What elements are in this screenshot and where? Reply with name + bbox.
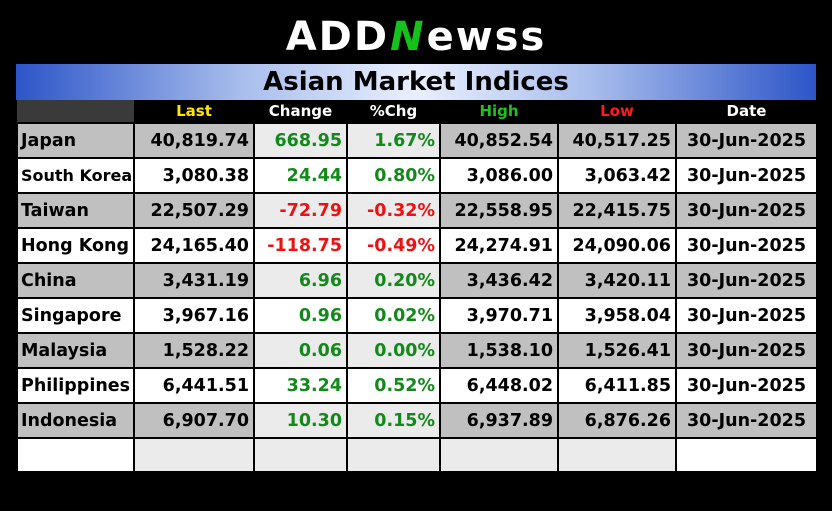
change-value-cell: 0.96 bbox=[253, 297, 348, 334]
table-row: Malaysia 1,528.22 0.06 0.00% 1,538.10 1,526.4… bbox=[16, 332, 818, 369]
date-cell: 30-Jun-2025 bbox=[675, 402, 818, 439]
table-row: Hong Kong 24,165.40 -118.75 -0.49% 24,274.91… bbox=[16, 227, 818, 264]
column-header-change: Change bbox=[254, 100, 347, 123]
column-header-last: Last bbox=[134, 100, 254, 123]
high-value-cell: 24,274.91 bbox=[439, 227, 559, 264]
table-row: Singapore 3,967.16 0.96 0.02% 3,970.71 3,958.… bbox=[16, 297, 818, 334]
table-row: South Korea 3,080.38 24.44 0.80% 3,086.00 3,0… bbox=[16, 157, 818, 194]
change-value-cell: -118.75 bbox=[253, 227, 348, 264]
low-value-cell: 3,420.11 bbox=[557, 262, 677, 299]
low-value-cell: 24,090.06 bbox=[557, 227, 677, 264]
empty-row bbox=[16, 437, 818, 473]
date-cell: 30-Jun-2025 bbox=[675, 262, 818, 299]
change-value-cell: 6.96 bbox=[253, 262, 348, 299]
pct-change-cell: 0.02% bbox=[346, 297, 441, 334]
low-value-cell: 6,876.26 bbox=[557, 402, 677, 439]
table-row: China 3,431.19 6.96 0.20% 3,436.42 3,420.11 30… bbox=[16, 262, 818, 299]
index-name-cell: Malaysia bbox=[16, 332, 135, 369]
header-corner bbox=[17, 100, 134, 123]
high-value-cell: 3,436.42 bbox=[439, 262, 559, 299]
indices-table: Last Change %Chg High Low Date Japan 40,8… bbox=[16, 100, 818, 473]
date-cell: 30-Jun-2025 bbox=[675, 157, 818, 194]
change-value-cell: 0.06 bbox=[253, 332, 348, 369]
pct-change-cell: 0.52% bbox=[346, 367, 441, 404]
last-value-cell: 3,080.38 bbox=[133, 157, 255, 194]
high-value-cell: 3,970.71 bbox=[439, 297, 559, 334]
pct-change-cell: 0.00% bbox=[346, 332, 441, 369]
column-header-pct-change: %Chg bbox=[347, 100, 440, 123]
high-value-cell: 6,448.02 bbox=[439, 367, 559, 404]
logo-text-ewss: ewss bbox=[426, 14, 547, 60]
low-value-cell: 6,411.85 bbox=[557, 367, 677, 404]
index-name-cell: South Korea bbox=[16, 157, 135, 194]
high-value-cell: 22,558.95 bbox=[439, 192, 559, 229]
table-body: Japan 40,819.74 668.95 1.67% 40,852.54 40,517… bbox=[16, 122, 818, 473]
column-header-date: Date bbox=[676, 100, 817, 123]
index-name-cell: Philippines bbox=[16, 367, 135, 404]
empty-cell bbox=[675, 437, 818, 473]
column-header-low: Low bbox=[558, 100, 676, 123]
high-value-cell: 40,852.54 bbox=[439, 122, 559, 159]
last-value-cell: 1,528.22 bbox=[133, 332, 255, 369]
last-value-cell: 6,441.51 bbox=[133, 367, 255, 404]
date-cell: 30-Jun-2025 bbox=[675, 367, 818, 404]
pct-change-cell: 0.80% bbox=[346, 157, 441, 194]
change-value-cell: 10.30 bbox=[253, 402, 348, 439]
pct-change-cell: 1.67% bbox=[346, 122, 441, 159]
low-value-cell: 3,958.04 bbox=[557, 297, 677, 334]
title-bar: Asian Market Indices bbox=[16, 64, 816, 100]
change-value-cell: 668.95 bbox=[253, 122, 348, 159]
empty-cell bbox=[133, 437, 255, 473]
empty-cell bbox=[16, 437, 135, 473]
index-name-cell: Hong Kong bbox=[16, 227, 135, 264]
empty-cell bbox=[439, 437, 559, 473]
empty-cell bbox=[253, 437, 348, 473]
pct-change-cell: -0.32% bbox=[346, 192, 441, 229]
low-value-cell: 1,526.41 bbox=[557, 332, 677, 369]
last-value-cell: 3,967.16 bbox=[133, 297, 255, 334]
table-row: Japan 40,819.74 668.95 1.67% 40,852.54 40,517… bbox=[16, 122, 818, 159]
last-value-cell: 24,165.40 bbox=[133, 227, 255, 264]
pct-change-cell: -0.49% bbox=[346, 227, 441, 264]
empty-cell bbox=[346, 437, 441, 473]
low-value-cell: 40,517.25 bbox=[557, 122, 677, 159]
logo-text-add: ADD bbox=[285, 14, 390, 60]
last-value-cell: 6,907.70 bbox=[133, 402, 255, 439]
change-value-cell: 33.24 bbox=[253, 367, 348, 404]
pct-change-cell: 0.15% bbox=[346, 402, 441, 439]
table-row: Philippines 6,441.51 33.24 0.52% 6,448.02 6,4… bbox=[16, 367, 818, 404]
index-name-cell: China bbox=[16, 262, 135, 299]
index-name-cell: Singapore bbox=[16, 297, 135, 334]
change-value-cell: 24.44 bbox=[253, 157, 348, 194]
empty-cell bbox=[557, 437, 677, 473]
pct-change-cell: 0.20% bbox=[346, 262, 441, 299]
date-cell: 30-Jun-2025 bbox=[675, 332, 818, 369]
date-cell: 30-Jun-2025 bbox=[675, 122, 818, 159]
column-header-high: High bbox=[440, 100, 558, 123]
index-name-cell: Indonesia bbox=[16, 402, 135, 439]
page-title: Asian Market Indices bbox=[263, 67, 569, 97]
last-value-cell: 22,507.29 bbox=[133, 192, 255, 229]
change-value-cell: -72.79 bbox=[253, 192, 348, 229]
date-cell: 30-Jun-2025 bbox=[675, 227, 818, 264]
high-value-cell: 6,937.89 bbox=[439, 402, 559, 439]
high-value-cell: 3,086.00 bbox=[439, 157, 559, 194]
index-name-cell: Japan bbox=[16, 122, 135, 159]
date-cell: 30-Jun-2025 bbox=[675, 192, 818, 229]
last-value-cell: 3,431.19 bbox=[133, 262, 255, 299]
date-cell: 30-Jun-2025 bbox=[675, 297, 818, 334]
low-value-cell: 3,063.42 bbox=[557, 157, 677, 194]
table-row: Taiwan 22,507.29 -72.79 -0.32% 22,558.95 22,4… bbox=[16, 192, 818, 229]
high-value-cell: 1,538.10 bbox=[439, 332, 559, 369]
low-value-cell: 22,415.75 bbox=[557, 192, 677, 229]
table-header: Last Change %Chg High Low Date bbox=[17, 100, 817, 123]
index-name-cell: Taiwan bbox=[16, 192, 135, 229]
logo-n-mark: N bbox=[390, 14, 426, 60]
last-value-cell: 40,819.74 bbox=[133, 122, 255, 159]
table-row: Indonesia 6,907.70 10.30 0.15% 6,937.89 6,876… bbox=[16, 402, 818, 439]
